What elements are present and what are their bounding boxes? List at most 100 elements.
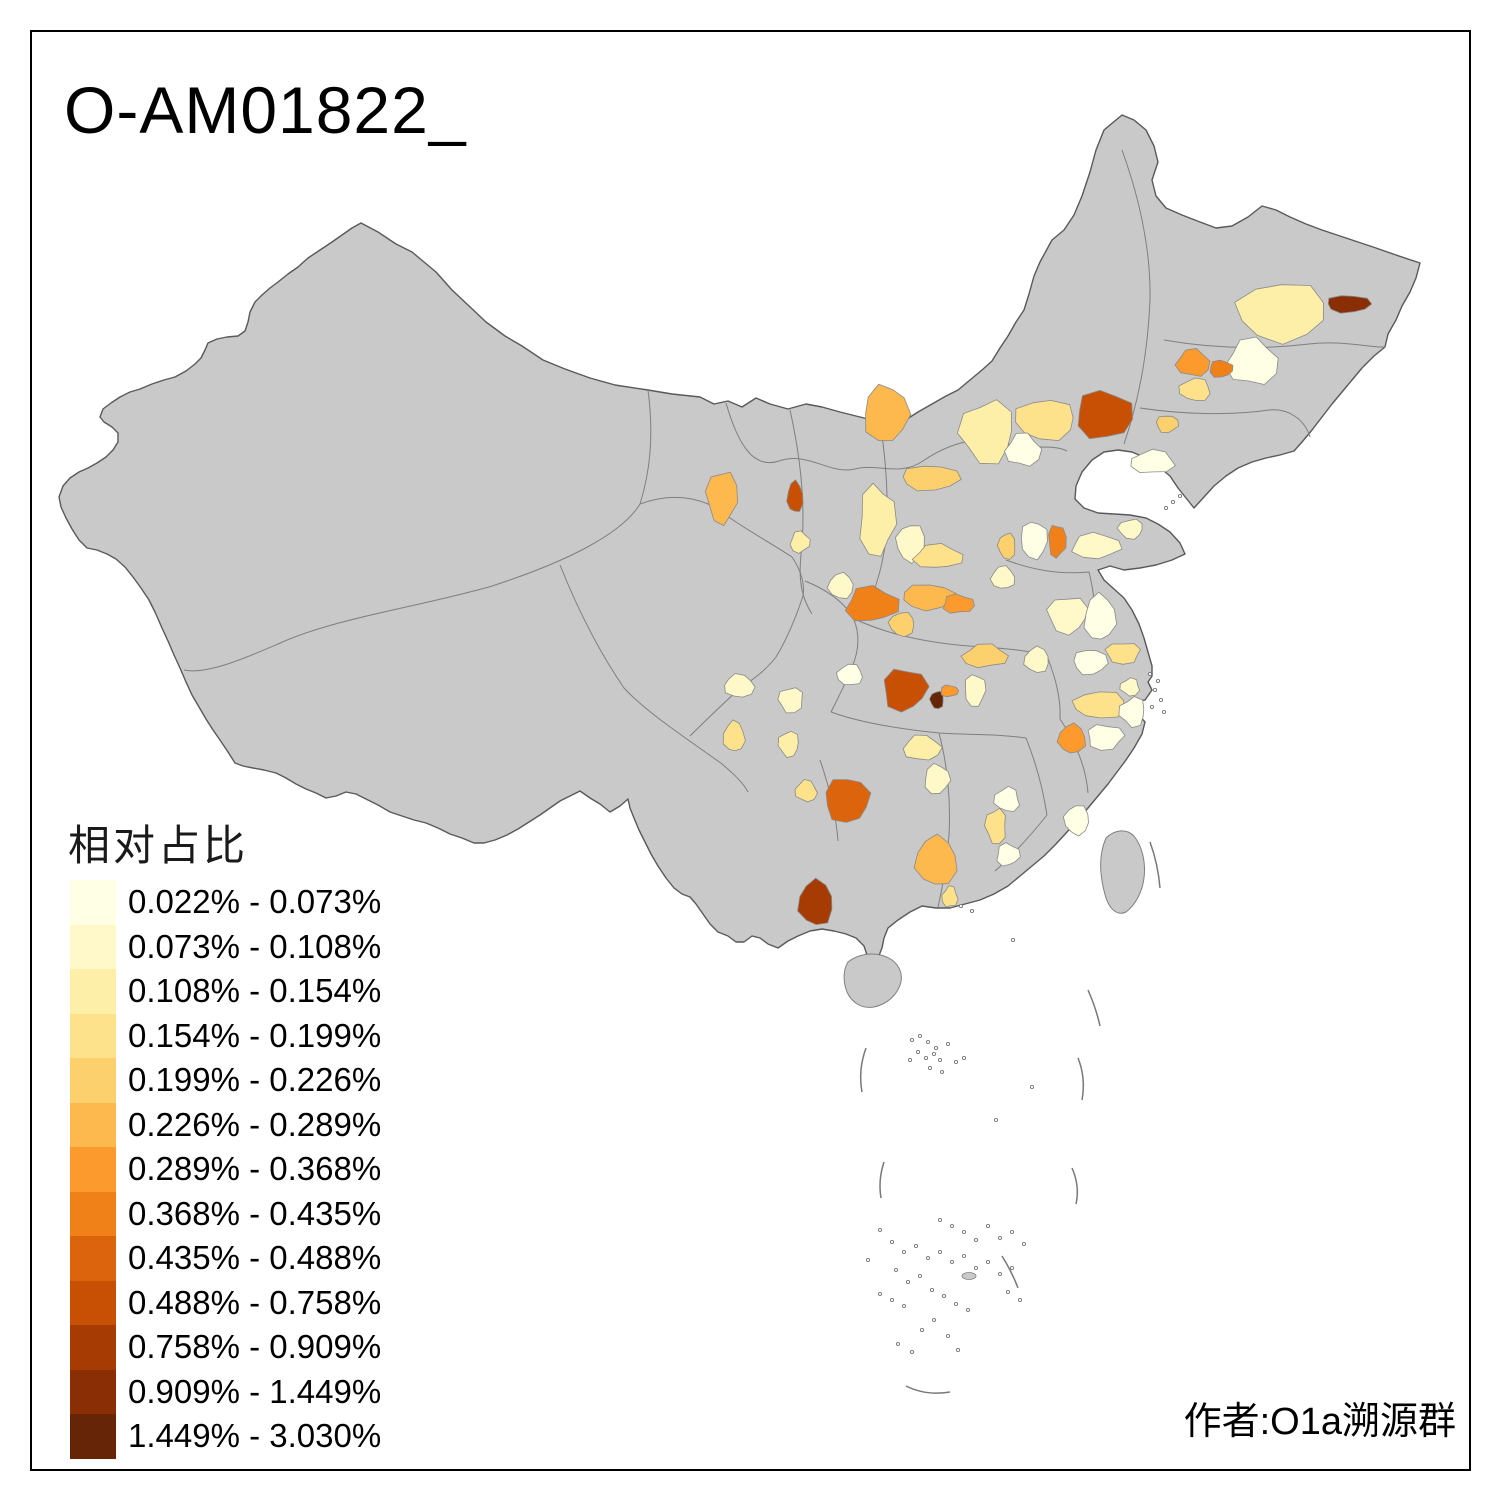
map-region — [993, 785, 1020, 812]
sea-islet — [937, 1249, 943, 1255]
sea-islet — [931, 1317, 937, 1323]
map-region — [1224, 336, 1279, 385]
legend-item: 0.435% - 0.488% — [70, 1236, 381, 1281]
map-region — [960, 643, 1009, 669]
sea-islet — [889, 1297, 895, 1303]
map-region — [825, 779, 872, 823]
legend-label: 0.368% - 0.435% — [128, 1194, 382, 1232]
map-region — [1116, 518, 1143, 540]
province-borders — [183, 149, 1386, 908]
legend-item: 0.073% - 0.108% — [70, 924, 382, 969]
map-region — [1015, 400, 1074, 441]
map-region — [1119, 677, 1141, 697]
legend-item: 0.289% - 0.368% — [70, 1147, 381, 1192]
sea-boundary-dash — [1001, 1255, 1019, 1289]
legend-item: 0.154% - 0.199% — [70, 1013, 381, 1058]
sea-islet — [917, 1033, 923, 1039]
map-region — [1156, 415, 1179, 434]
legend-label: 1.449% - 3.030% — [128, 1417, 382, 1454]
legend-swatch — [70, 1414, 116, 1459]
sea-islet — [925, 1255, 931, 1261]
legend: 相对占比 0.022% - 0.073% 0.073% - 0.108% 0.108… — [68, 812, 381, 1459]
sea-islet — [907, 1057, 913, 1063]
sea-islet — [993, 1117, 999, 1123]
sea-islet — [931, 1051, 937, 1057]
china-outline — [58, 114, 1421, 969]
legend-swatch — [70, 924, 116, 969]
map-region — [777, 687, 803, 714]
legend-item: 0.199% - 0.226% — [70, 1058, 381, 1103]
sea-islet — [953, 1059, 959, 1065]
colored-regions — [704, 284, 1373, 925]
sea-boundary-dash — [859, 1047, 867, 1093]
sea-islet — [877, 1227, 883, 1233]
sea-boundary-dash — [879, 1161, 885, 1199]
map-region — [1104, 643, 1141, 665]
sea-islet — [969, 908, 975, 914]
taiwan-island — [1100, 830, 1145, 914]
sea-islet — [941, 1293, 947, 1299]
legend-item: 1.449% - 3.030% — [70, 1414, 381, 1459]
map-region — [887, 612, 915, 638]
legend-item: 0.022% - 0.073% — [70, 880, 381, 925]
legend-label: 0.199% - 0.226% — [128, 1061, 382, 1098]
sea-islet — [865, 1257, 871, 1263]
sea-islet — [939, 1069, 945, 1075]
map-region — [1083, 591, 1118, 640]
map-region — [722, 719, 746, 752]
legend-swatch — [70, 1102, 116, 1147]
map-region — [786, 479, 804, 512]
sea-islet — [915, 1049, 921, 1055]
legend-item: 0.758% - 0.909% — [70, 1325, 381, 1370]
map-region — [989, 565, 1016, 589]
sea-islet — [901, 1303, 907, 1309]
legend-label: 0.435% - 0.488% — [128, 1239, 382, 1276]
sea-islet — [877, 1291, 883, 1297]
sea-islet — [933, 1045, 939, 1051]
map-region — [1234, 284, 1324, 345]
sea-islet-large — [961, 1272, 977, 1280]
sea-islet — [949, 1223, 955, 1229]
sea-islet — [905, 1279, 911, 1285]
map-region — [941, 684, 959, 698]
sea-islet — [889, 1239, 895, 1245]
sea-islet — [909, 1349, 915, 1355]
map-region — [777, 730, 799, 758]
sea-islet — [1017, 1297, 1023, 1303]
legend-swatch — [70, 1191, 116, 1236]
sea-islet — [925, 1039, 931, 1045]
legend-item: 0.226% - 0.289% — [70, 1102, 381, 1147]
map-region — [826, 571, 854, 600]
map-region — [883, 668, 930, 713]
sea-islet — [1021, 1241, 1027, 1247]
legend-label: 0.108% - 0.154% — [128, 972, 382, 1009]
map-region — [1327, 295, 1373, 314]
legend-items: 0.022% - 0.073% 0.073% - 0.108% 0.108% - 0… — [70, 880, 381, 1459]
legend-swatch — [70, 1236, 116, 1281]
map-region — [1004, 432, 1043, 467]
legend-label: 0.073% - 0.108% — [128, 927, 382, 965]
sea-islet — [1161, 709, 1167, 715]
legend-label: 0.022% - 0.073% — [128, 883, 382, 920]
map-region — [1130, 448, 1176, 473]
sea-islet — [1152, 687, 1158, 693]
sea-islet — [893, 1267, 899, 1273]
map-region — [835, 663, 863, 685]
sea-islet — [919, 1327, 925, 1333]
sea-islet — [973, 1237, 979, 1243]
sea-islet — [1158, 697, 1164, 703]
sea-islet — [973, 1265, 979, 1271]
sea-islet — [955, 1347, 961, 1353]
map-region — [1073, 650, 1109, 676]
legend-swatch — [70, 1058, 116, 1103]
sea-islet — [913, 1243, 919, 1249]
sea-islet — [949, 1259, 955, 1265]
sea-islet — [1005, 1289, 1011, 1295]
sea-islet — [1155, 678, 1161, 684]
map-region — [1087, 724, 1126, 751]
sea-islet — [927, 1065, 933, 1071]
sea-islet — [1170, 499, 1176, 505]
map-region — [794, 779, 818, 803]
legend-label: 0.289% - 0.368% — [128, 1150, 382, 1187]
